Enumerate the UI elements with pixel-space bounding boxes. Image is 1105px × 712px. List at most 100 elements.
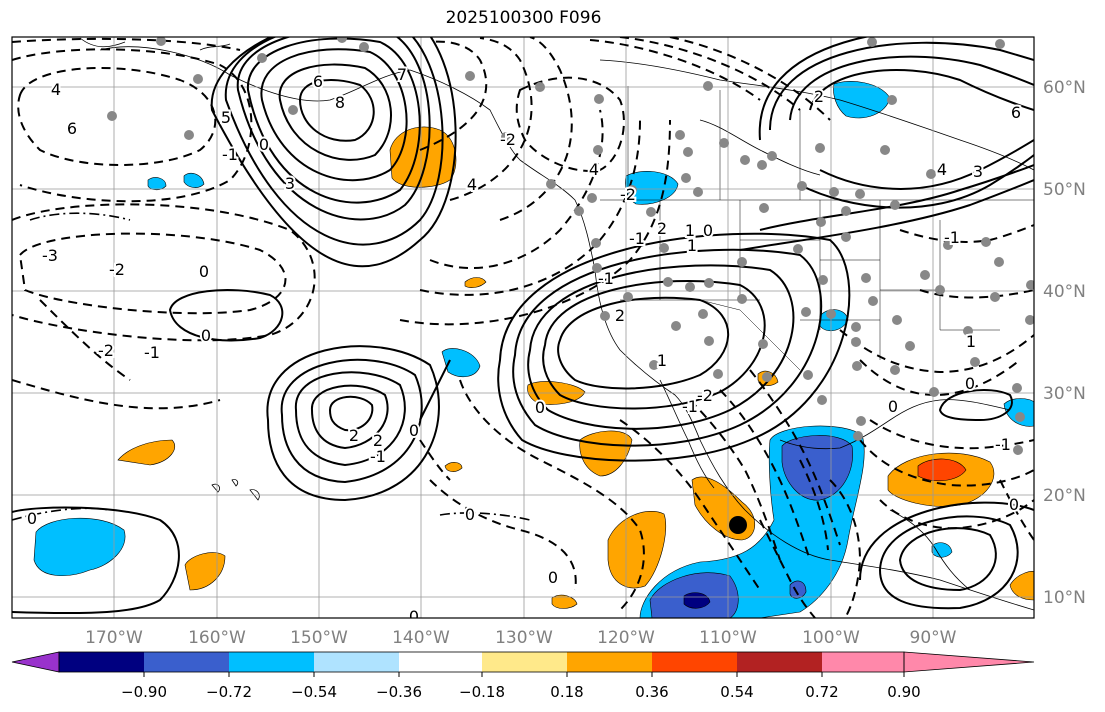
colorbar-max-extension — [903, 651, 1035, 673]
colorbar-label: 0.36 — [635, 683, 668, 701]
light-blue-region — [833, 81, 891, 119]
contour-label: -1 — [370, 447, 386, 466]
lon-tick-label: 100°W — [802, 628, 860, 648]
contour-label: 6 — [313, 72, 323, 91]
lat-tick-label: 20°N — [1043, 486, 1086, 506]
colorbar-cell — [229, 652, 314, 672]
colorbar-cell — [482, 652, 567, 672]
contour-label: 6 — [1011, 103, 1021, 122]
contour-label: 0 — [201, 326, 211, 345]
contour-label: 0 — [27, 509, 37, 528]
colorbar-label: −0.36 — [376, 683, 422, 701]
contour-label: 2 — [814, 87, 824, 106]
lon-tick-label: 150°W — [290, 628, 348, 648]
map-panel: 4 6 -3 -2 0 -2 -1 0 6 8 3 7 4 5 4 -1 2 1… — [12, 37, 1034, 626]
grid-lines — [12, 37, 1034, 618]
colorbar-cell — [314, 652, 399, 672]
contour-label: -3 — [42, 246, 58, 265]
contour-label: 0 — [199, 262, 209, 281]
contour-label: 4 — [51, 80, 61, 99]
colorbar-cell — [737, 652, 822, 672]
contour-label: 0 — [703, 221, 713, 240]
lat-tick-label: 30°N — [1043, 384, 1086, 404]
orange-region — [551, 594, 578, 609]
colorbar-label: −0.54 — [291, 683, 337, 701]
solid-contours — [12, 37, 1034, 615]
colorbar-label: −0.90 — [121, 683, 167, 701]
colorbar-label: −0.72 — [206, 683, 252, 701]
colorbar-cell — [652, 652, 737, 672]
lon-tick-label: 170°W — [85, 628, 143, 648]
contour-label: -1 — [944, 228, 960, 247]
contour-label: 0 — [465, 505, 475, 524]
contour-label: -1 — [995, 435, 1011, 454]
colorbar-label: 0.90 — [887, 683, 920, 701]
map-frame — [11, 36, 1035, 619]
contour-label: 8 — [335, 93, 345, 112]
latitude-labels: 60°N 50°N 40°N 30°N 20°N 10°N — [1043, 78, 1086, 608]
contour-label: 0 — [409, 607, 419, 626]
colorbar-label: −0.18 — [459, 683, 505, 701]
colorbar-label: 0.18 — [550, 683, 583, 701]
light-blue-region — [183, 172, 205, 188]
contour-label: 1 — [966, 332, 976, 351]
lat-tick-label: 60°N — [1043, 78, 1086, 98]
contour-label: 2 — [657, 219, 667, 238]
orange-region — [184, 552, 226, 591]
navy-region — [683, 592, 711, 609]
contour-label: -1 — [598, 269, 614, 288]
contour-label: -1 — [222, 145, 238, 164]
contour-label: 0 — [888, 397, 898, 416]
lat-tick-label: 50°N — [1043, 180, 1086, 200]
stations — [107, 37, 1034, 455]
light-blue-region — [147, 177, 167, 191]
contour-label: -2 — [620, 185, 636, 204]
colorbar-label: 0.72 — [805, 683, 838, 701]
contour-label: -1 — [144, 343, 160, 362]
shaded-regions — [33, 81, 1034, 618]
orange-region — [1009, 571, 1034, 601]
lon-tick-label: 120°W — [597, 628, 655, 648]
contour-label: 4 — [467, 175, 477, 194]
contour-label: 1 — [687, 236, 697, 255]
contour-label: 4 — [589, 160, 599, 179]
contour-label: 2 — [373, 431, 383, 450]
contour-label: -2 — [697, 386, 713, 405]
lon-tick-label: 110°W — [699, 628, 757, 648]
contour-label: -2 — [500, 130, 516, 149]
light-blue-region — [931, 542, 953, 558]
orange-region — [444, 462, 463, 472]
contour-label: 0 — [409, 421, 419, 440]
contour-label: 2 — [349, 426, 359, 445]
light-blue-region — [441, 348, 481, 378]
contour-labels: 4 6 -3 -2 0 -2 -1 0 6 8 3 7 4 5 4 -1 2 1… — [25, 63, 1023, 626]
contour-label: 0 — [259, 135, 269, 154]
orange-region — [607, 510, 667, 589]
storm-center-marker — [729, 516, 747, 534]
contour-label: 3 — [973, 162, 983, 181]
dashdot-contours — [12, 212, 531, 521]
contour-label: 2 — [615, 306, 625, 325]
contour-label: 7 — [397, 65, 407, 84]
colorbar-cell — [822, 652, 904, 672]
longitude-labels: 170°W 160°W 150°W 140°W 130°W 120°W 110°… — [85, 628, 957, 648]
contour-label: 5 — [221, 108, 231, 127]
blue-region — [789, 580, 807, 599]
lon-tick-label: 130°W — [495, 628, 553, 648]
colorbar-min-extension — [11, 651, 60, 673]
contour-label: 3 — [285, 174, 295, 193]
contour-label: -1 — [682, 397, 698, 416]
contour-label: -2 — [98, 341, 114, 360]
lon-tick-label: 160°W — [188, 628, 246, 648]
contour-label: 4 — [937, 160, 947, 179]
contour-label: 0 — [1009, 495, 1019, 514]
colorbar-cell — [399, 652, 482, 672]
blue-region — [781, 435, 853, 501]
light-blue-region — [33, 517, 126, 577]
colorbar-cell — [144, 652, 229, 672]
contour-label: 1 — [685, 221, 695, 240]
contour-label: 6 — [67, 119, 77, 138]
contour-label: 0 — [535, 398, 545, 417]
contour-label: -2 — [109, 260, 125, 279]
